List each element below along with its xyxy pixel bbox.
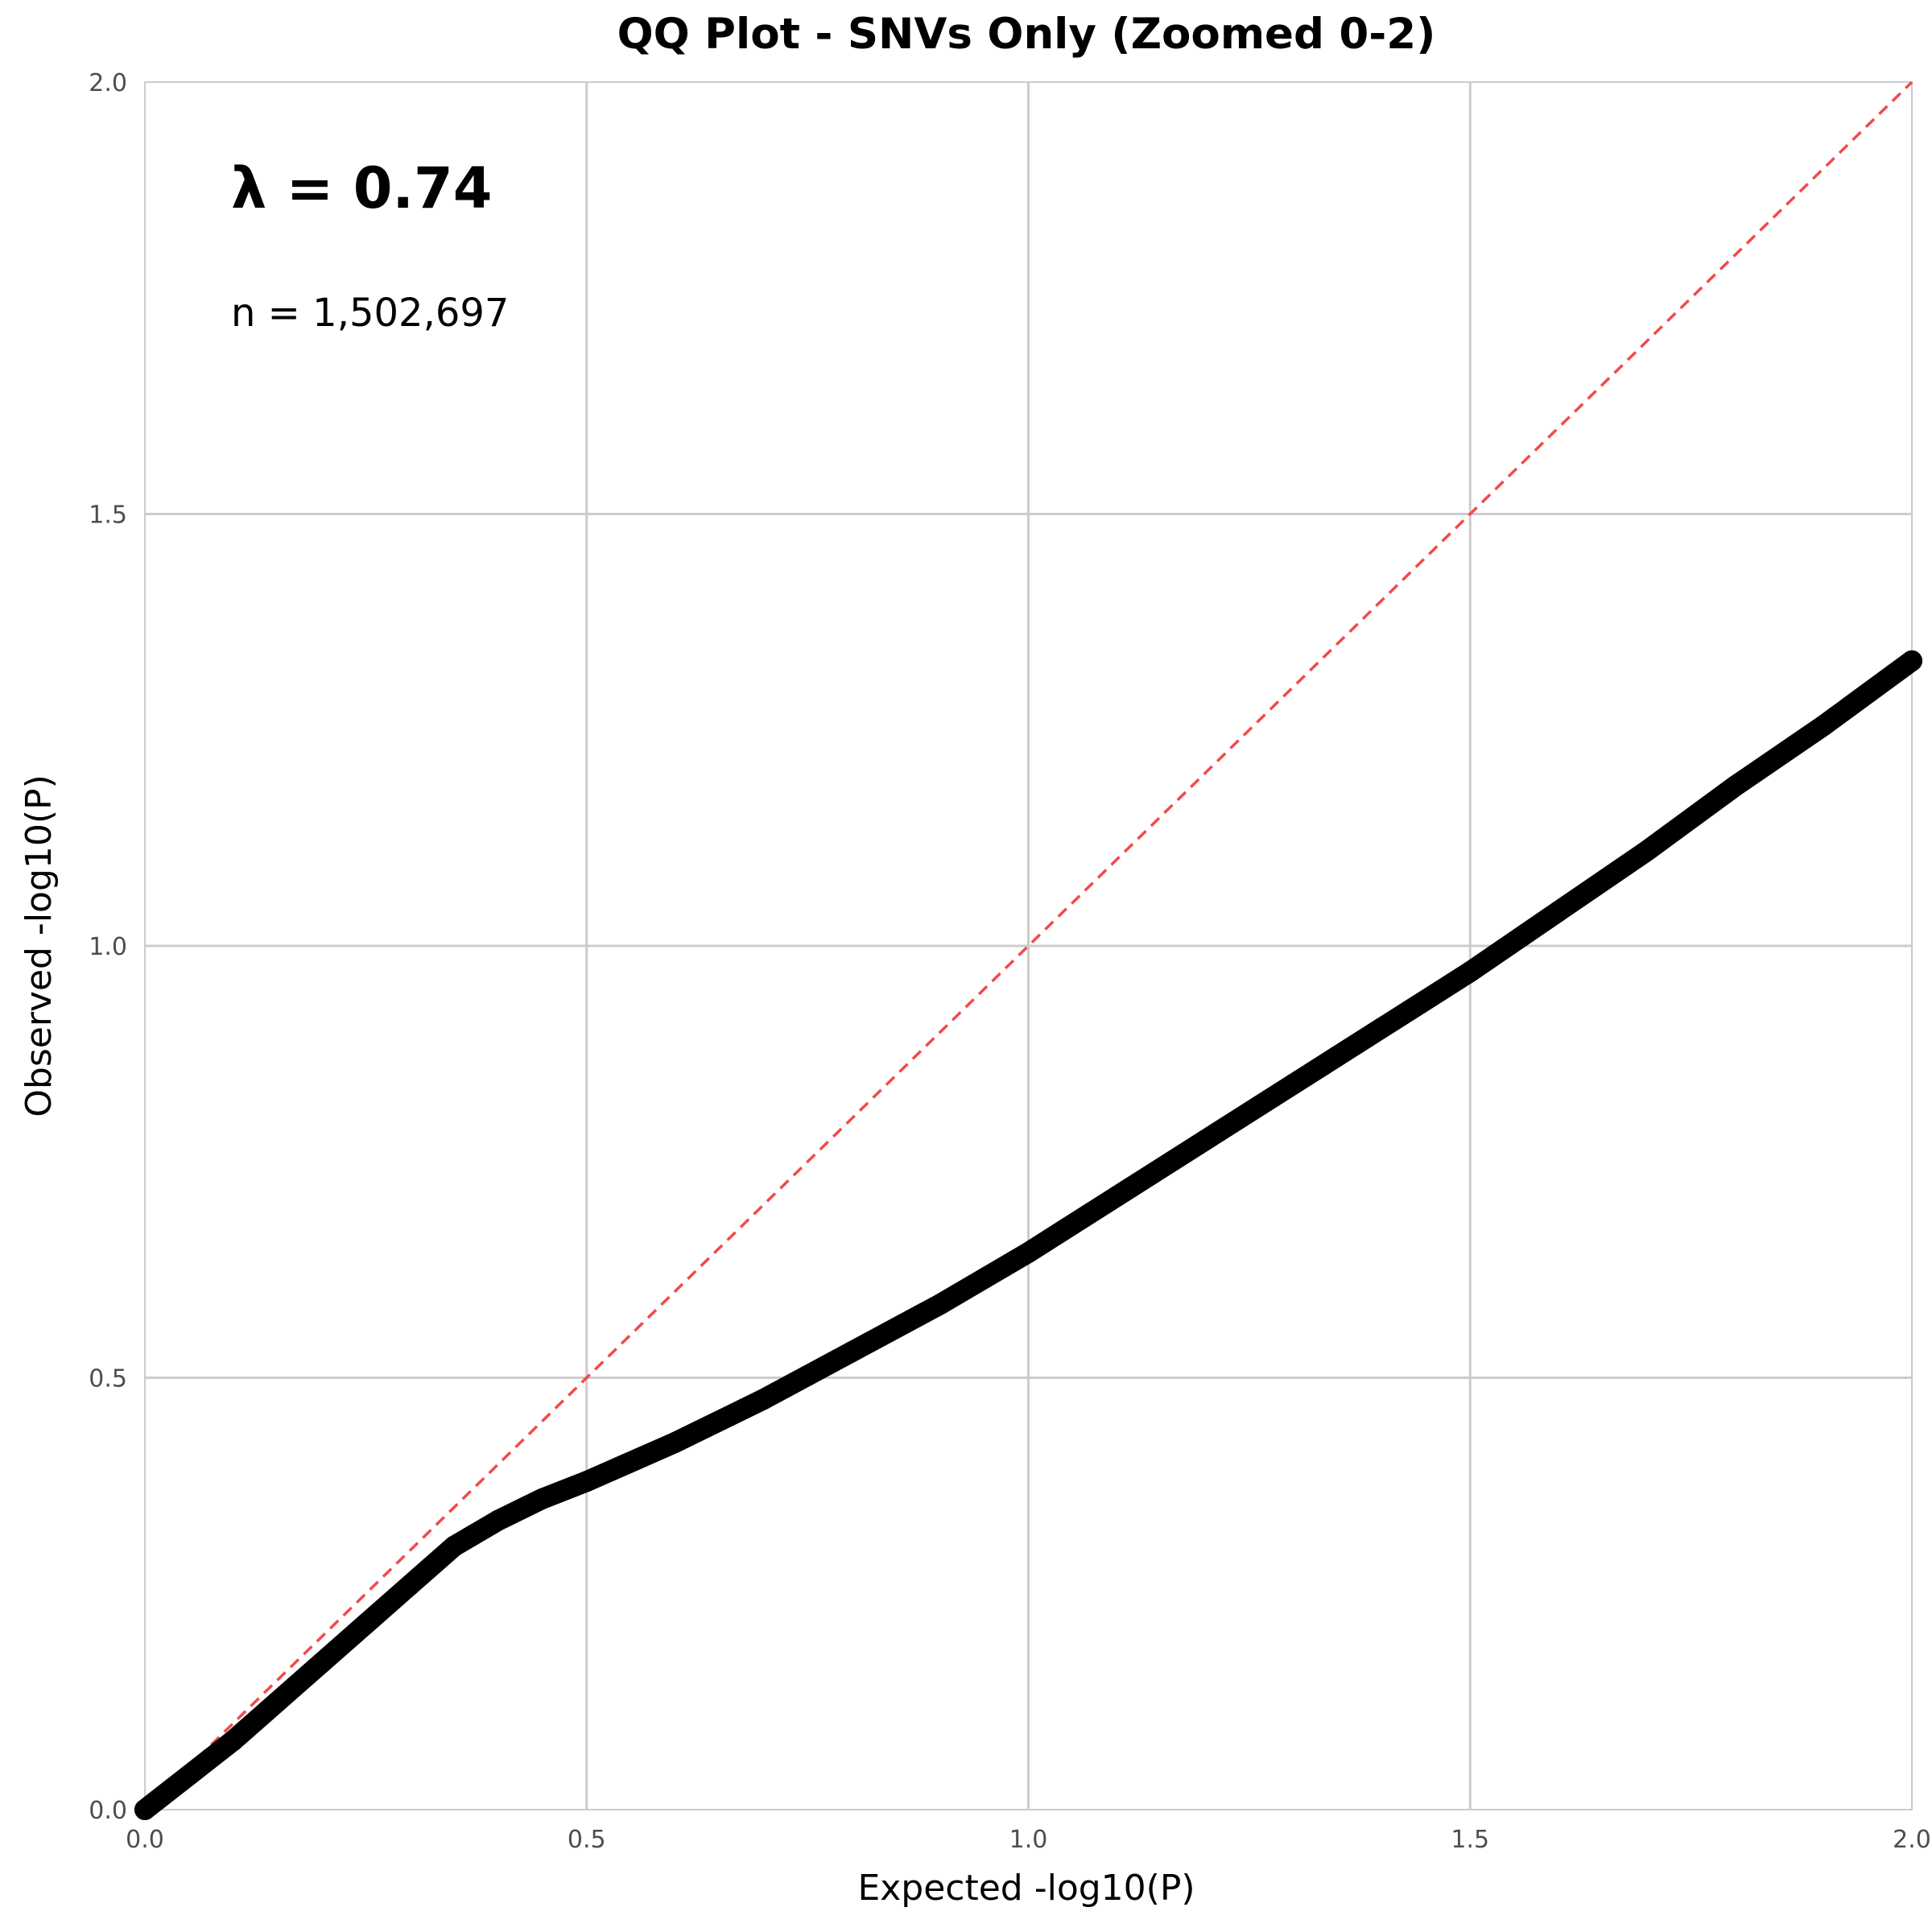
data-point bbox=[1282, 1073, 1304, 1095]
x-tick-label: 1.5 bbox=[1451, 1826, 1489, 1854]
data-point bbox=[355, 1613, 377, 1635]
data-point bbox=[399, 1575, 421, 1596]
data-point bbox=[134, 1799, 155, 1820]
x-tick-label: 0.5 bbox=[568, 1826, 606, 1854]
data-point bbox=[1901, 650, 1922, 671]
data-point bbox=[929, 1294, 951, 1315]
y-tick-label: 1.0 bbox=[89, 933, 127, 961]
data-point bbox=[311, 1652, 332, 1674]
tick-labels: 0.0 0.5 1.0 1.5 2.0 0.0 0.5 1.0 1.5 2.0 bbox=[89, 69, 1931, 1854]
grid bbox=[145, 82, 1912, 1810]
n-annotation: n = 1,502,697 bbox=[231, 291, 509, 336]
data-point bbox=[1724, 775, 1746, 797]
x-axis-title: Expected -log10(P) bbox=[857, 1868, 1195, 1909]
data-point bbox=[222, 1730, 244, 1752]
y-tick-label: 1.5 bbox=[89, 502, 127, 530]
x-tick-label: 1.0 bbox=[1009, 1826, 1048, 1854]
plot-frame bbox=[144, 81, 1913, 1810]
y-tick-label: 0.5 bbox=[89, 1365, 127, 1393]
data-point bbox=[1195, 1129, 1216, 1151]
data-point bbox=[841, 1341, 862, 1363]
y-axis-title: Observed -log10(P) bbox=[19, 774, 60, 1117]
data-point bbox=[1371, 1017, 1393, 1038]
data-point bbox=[1813, 715, 1835, 737]
reference-line bbox=[143, 80, 1913, 1811]
data-point bbox=[266, 1690, 288, 1712]
reference-line-group bbox=[143, 80, 1913, 1811]
x-tick-label: 0.0 bbox=[126, 1826, 164, 1854]
chart-title: QQ Plot - SNVs Only (Zoomed 0-2) bbox=[617, 10, 1436, 59]
data-point bbox=[1636, 840, 1657, 861]
data-point bbox=[531, 1488, 553, 1509]
data-point bbox=[488, 1509, 509, 1531]
lambda-annotation: λ = 0.74 bbox=[231, 155, 492, 221]
data-point bbox=[178, 1765, 200, 1786]
x-tick-label: 2.0 bbox=[1893, 1826, 1931, 1854]
y-tick-label: 0.0 bbox=[89, 1797, 127, 1825]
data-point bbox=[664, 1431, 686, 1453]
data-point bbox=[1548, 901, 1569, 923]
data-point bbox=[1106, 1186, 1128, 1208]
data-point bbox=[444, 1535, 465, 1557]
data-point bbox=[1018, 1241, 1039, 1263]
data-point bbox=[576, 1471, 597, 1492]
data-point bbox=[753, 1389, 774, 1410]
data-series-group bbox=[134, 650, 1922, 1820]
y-tick-label: 2.0 bbox=[89, 69, 127, 97]
data-point bbox=[1459, 961, 1481, 983]
